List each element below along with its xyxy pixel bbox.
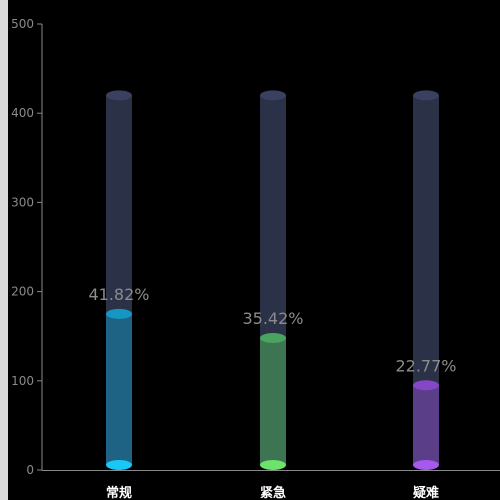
x-tick-label: 常规 — [106, 485, 132, 500]
left-edge-strip — [0, 0, 8, 500]
x-tick-label: 紧急 — [260, 485, 286, 500]
y-tick-label: 300 — [11, 195, 34, 209]
data-label: 41.82% — [88, 285, 149, 304]
value-bottom-cap — [413, 460, 439, 470]
x-tick-label: 疑难 — [413, 485, 439, 500]
value-bar — [413, 385, 439, 465]
value-top-cap — [106, 308, 132, 319]
y-tick-label: 0 — [26, 463, 34, 477]
y-tick-label: 500 — [11, 17, 34, 31]
value-bar — [260, 337, 286, 465]
data-label: 35.42% — [242, 309, 303, 328]
y-tick-label: 100 — [11, 374, 34, 388]
track-top-cap — [106, 90, 132, 101]
y-tick-label: 200 — [11, 285, 34, 299]
track-top-cap — [413, 90, 439, 101]
track-top-cap — [260, 90, 286, 101]
y-tick-label: 400 — [11, 106, 34, 120]
value-top-cap — [260, 332, 286, 343]
value-top-cap — [413, 380, 439, 391]
value-bottom-cap — [106, 460, 132, 470]
value-bottom-cap — [260, 460, 286, 470]
value-bar — [106, 313, 132, 465]
data-label: 22.77% — [395, 356, 456, 375]
